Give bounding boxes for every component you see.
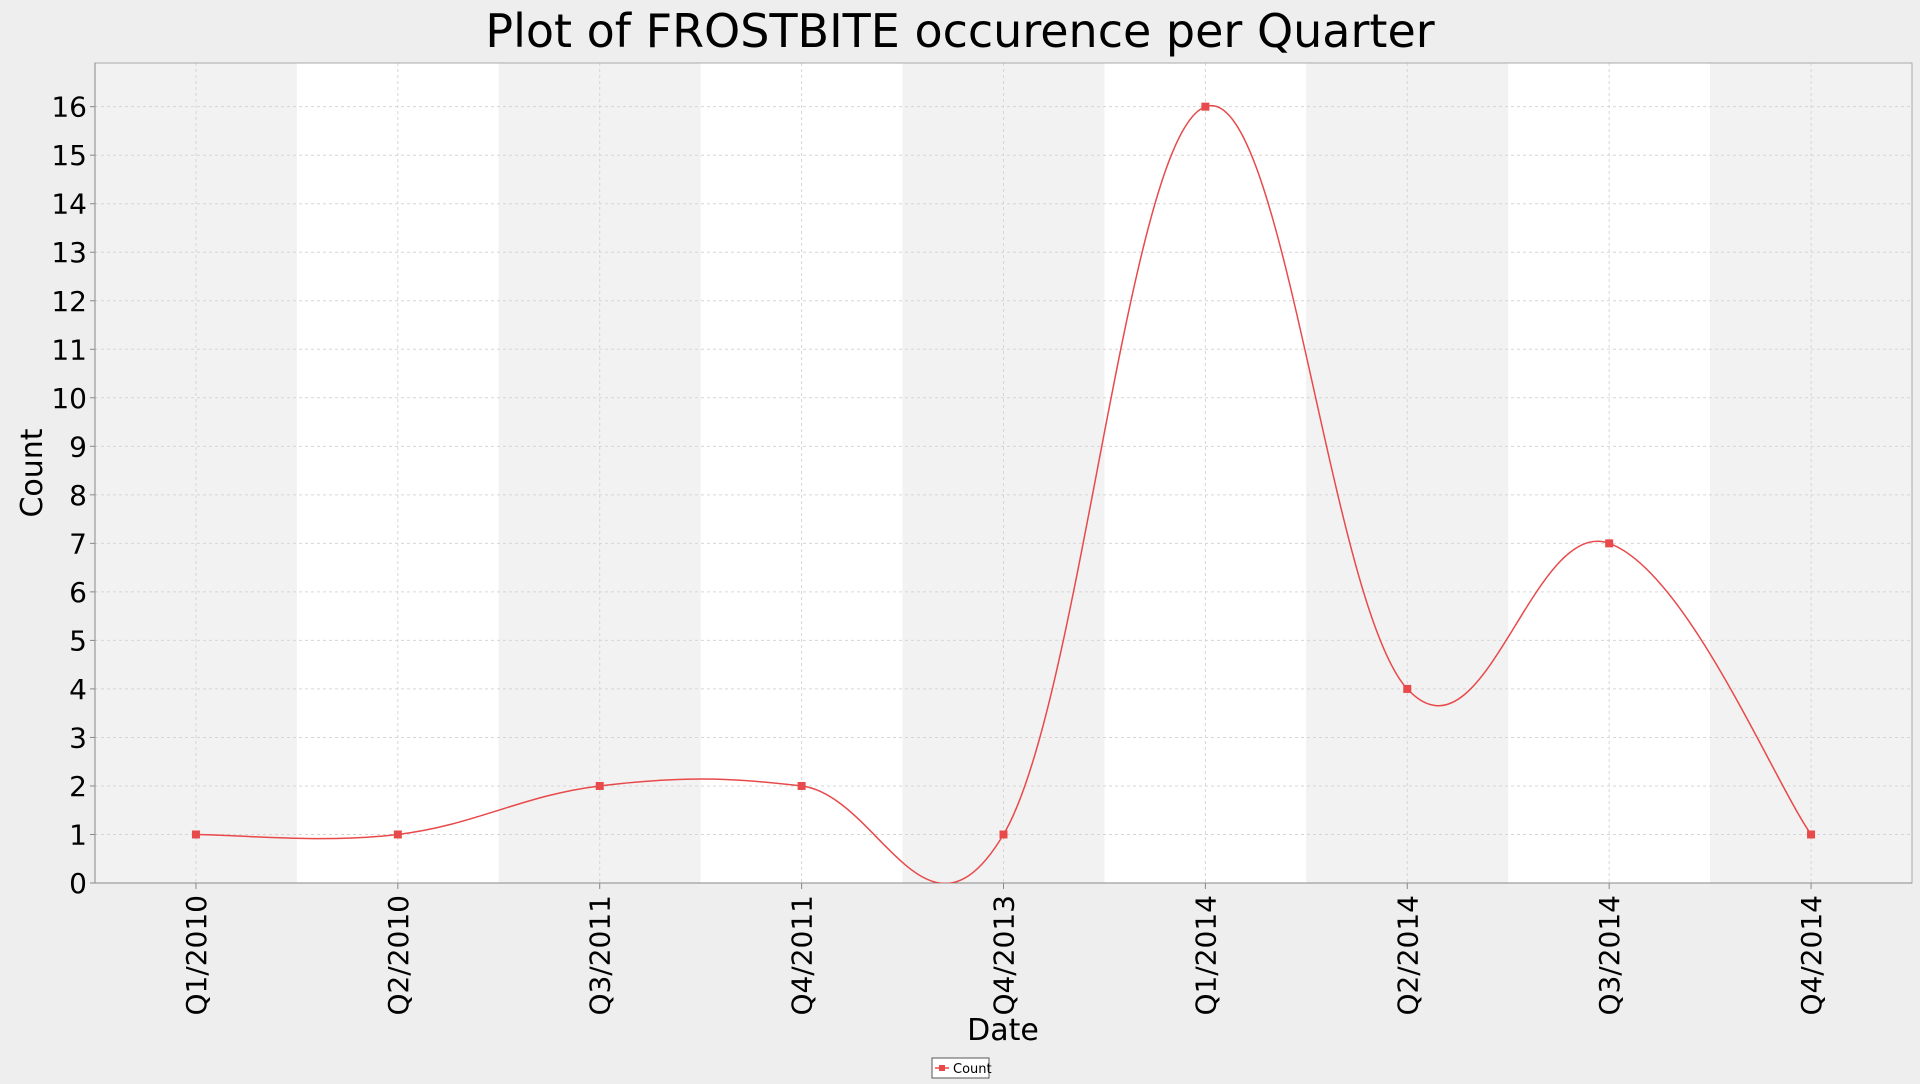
x-tick-label: Q2/2010 [382,895,415,1016]
y-tick-label: 5 [69,624,87,657]
x-tick-label: Q3/2014 [1593,895,1626,1016]
x-tick-label: Q1/2014 [1189,895,1222,1016]
x-tick-label: Q4/2014 [1795,895,1828,1016]
y-tick-label: 2 [69,770,87,803]
y-axis-title: Count [15,428,50,517]
data-point-marker [1403,684,1412,693]
y-tick-label: 7 [69,527,87,560]
data-point-marker [1807,830,1816,839]
y-tick-label: 9 [69,430,87,463]
legend-label: Count [953,1062,992,1077]
chart-title: Plot of FROSTBITE occurence per Quarter [485,4,1434,58]
y-tick-label: 0 [69,867,87,900]
y-tick-label: 15 [51,139,87,172]
y-tick-label: 6 [69,576,87,609]
data-point-marker [797,781,806,790]
legend-box [931,1057,990,1079]
legend: Count [931,1057,992,1079]
x-tick-label: Q3/2011 [584,895,617,1016]
y-tick-label: 10 [51,382,87,415]
x-tick-label: Q1/2010 [180,895,213,1016]
data-point-marker [595,781,604,790]
x-tick-label: Q2/2014 [1391,895,1424,1016]
y-tick-label: 4 [69,673,87,706]
series-line-count [195,105,1812,883]
data-point-marker [1605,539,1614,548]
x-tick-label: Q4/2013 [988,895,1021,1016]
y-tick-label: 12 [51,285,87,318]
data-point-marker [393,830,402,839]
y-tick-label: 16 [51,91,87,124]
x-tick-label: Q4/2011 [786,895,819,1016]
data-point-marker [191,830,200,839]
y-tick-label: 8 [69,479,87,512]
y-tick-label: 1 [69,818,87,851]
y-tick-label: 11 [51,333,87,366]
data-point-marker [999,830,1008,839]
data-point-marker [1201,102,1210,111]
x-axis-title: Date [967,1013,1039,1048]
y-tick-label: 13 [51,236,87,269]
y-tick-label: 14 [51,188,87,221]
legend-marker-icon [939,1065,945,1071]
y-tick-label: 3 [69,721,87,754]
series-layer [191,102,1816,883]
